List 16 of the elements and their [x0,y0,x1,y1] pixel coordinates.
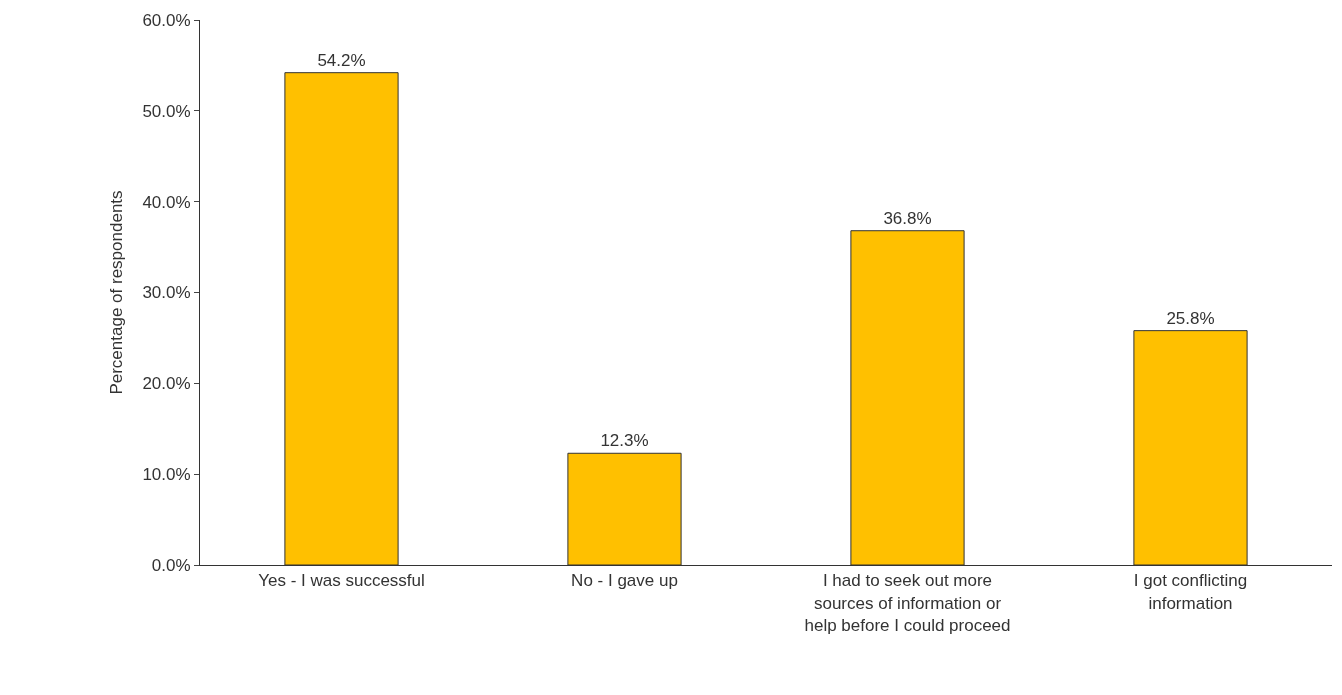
x-tick-label: I got conflicting information [1133,571,1248,613]
data-label: 25.8% [1166,308,1215,328]
data-label: 54.2% [317,50,366,70]
data-label: 36.8% [883,208,932,228]
y-tick-label: 40.0% [142,192,191,212]
y-tick-label: 0.0% [151,555,191,575]
data-label: 12.3% [600,431,649,451]
y-tick-label: 50.0% [142,101,191,121]
y-tick-label: 10.0% [142,465,191,485]
x-tick-label: I had to seek out more sources of information or help before I could proceed [804,571,1011,635]
x-tick-label: Yes - I was successful [258,571,425,591]
y-tick-label: 20.0% [142,374,191,394]
y-tick-label: 60.0% [142,10,191,30]
x-tick-label: No - I gave up [571,571,678,591]
y-tick-label: 30.0% [142,283,191,303]
y-axis-title: Percentage of respondents [106,190,126,395]
